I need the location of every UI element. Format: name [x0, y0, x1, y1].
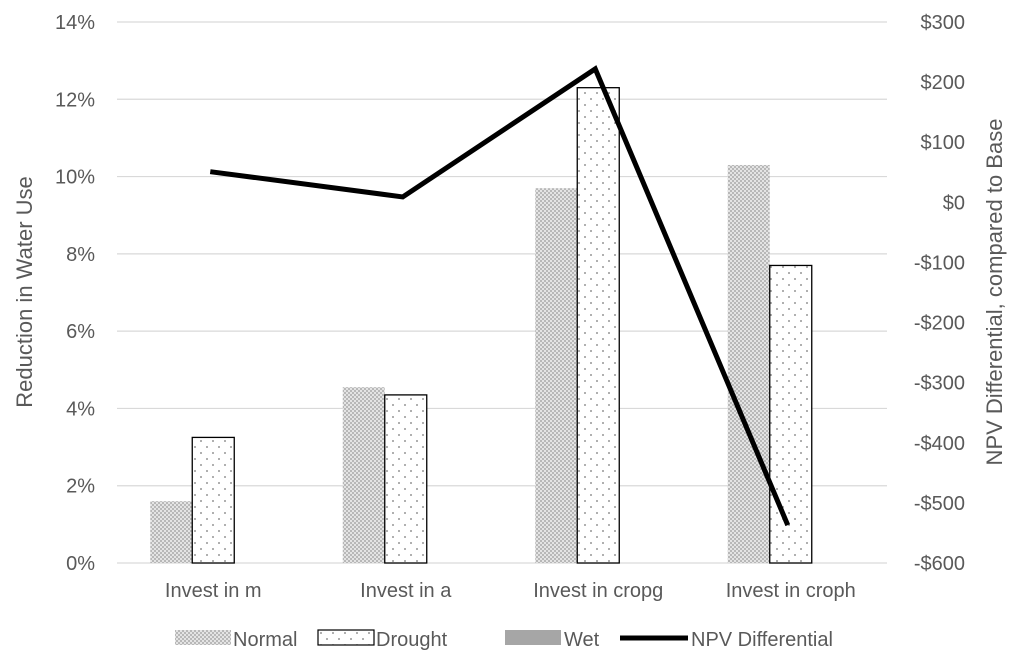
- legend-item-wet: Wet: [505, 629, 600, 651]
- y2-tick-label: -$600: [914, 553, 965, 575]
- y-tick-label: 10%: [55, 167, 95, 189]
- npv-line: [209, 65, 791, 527]
- y2-tick-label: -$100: [914, 252, 965, 274]
- y-tick-label: 4%: [66, 398, 95, 420]
- bars: [150, 87, 813, 564]
- legend-item-drought: Drought: [317, 629, 448, 651]
- legend-swatch-wet: [505, 630, 561, 645]
- y2-tick-label: $200: [921, 72, 966, 94]
- left-axis-ticks: 0% 2% 4% 6% 8% 10% 12% 14%: [55, 12, 95, 575]
- y-tick-label: 0%: [66, 553, 95, 575]
- y2-tick-label: -$200: [914, 313, 965, 335]
- bar-normal: [727, 164, 770, 563]
- x-tick-label: Invest in cropg: [533, 580, 663, 602]
- legend-item-npv: NPV Differential: [620, 629, 833, 651]
- y2-tick-label: -$500: [914, 493, 965, 515]
- x-axis-ticks: Invest in m Invest in a Invest in cropg Inv…: [165, 580, 856, 602]
- x-tick-label: Invest in a: [360, 580, 452, 602]
- bar-drought: [576, 87, 620, 564]
- y2-axis-title: NPV Differential, compared to Base: [982, 119, 1007, 466]
- legend-label-npv: NPV Differential: [691, 629, 833, 651]
- bar-drought: [191, 436, 235, 564]
- right-axis-ticks: -$600 -$500 -$400 -$300 -$200 -$100 $0 $100 $200…: [914, 12, 965, 575]
- legend-swatch-normal: [175, 630, 231, 645]
- legend: Normal Drought Wet NPV Differential: [175, 629, 833, 651]
- x-tick-label: Invest in m: [165, 580, 262, 602]
- y-tick-label: 14%: [55, 12, 95, 34]
- legend-swatch-drought: [317, 629, 375, 646]
- y2-tick-label: -$400: [914, 433, 965, 455]
- x-tick-label: Invest in croph: [726, 580, 856, 602]
- y-tick-label: 8%: [66, 244, 95, 266]
- legend-item-normal: Normal: [175, 629, 297, 651]
- y-axis-title: Reduction in Water Use: [12, 176, 37, 408]
- bar-drought: [769, 264, 813, 564]
- y-tick-label: 6%: [66, 321, 95, 343]
- npv-line-layer: [209, 65, 791, 527]
- bar-normal: [535, 188, 578, 563]
- y2-tick-label: $0: [943, 192, 965, 214]
- y-tick-label: 12%: [55, 89, 95, 111]
- y-tick-label: 2%: [66, 476, 95, 498]
- bar-normal: [150, 501, 193, 563]
- legend-label-drought: Drought: [376, 629, 448, 651]
- bar-normal: [342, 387, 385, 563]
- y2-tick-label: $100: [921, 132, 966, 154]
- y2-tick-label: $300: [921, 12, 966, 34]
- legend-label-wet: Wet: [564, 629, 600, 651]
- legend-label-normal: Normal: [233, 629, 297, 651]
- bar-drought: [384, 394, 428, 564]
- y2-tick-label: -$300: [914, 373, 965, 395]
